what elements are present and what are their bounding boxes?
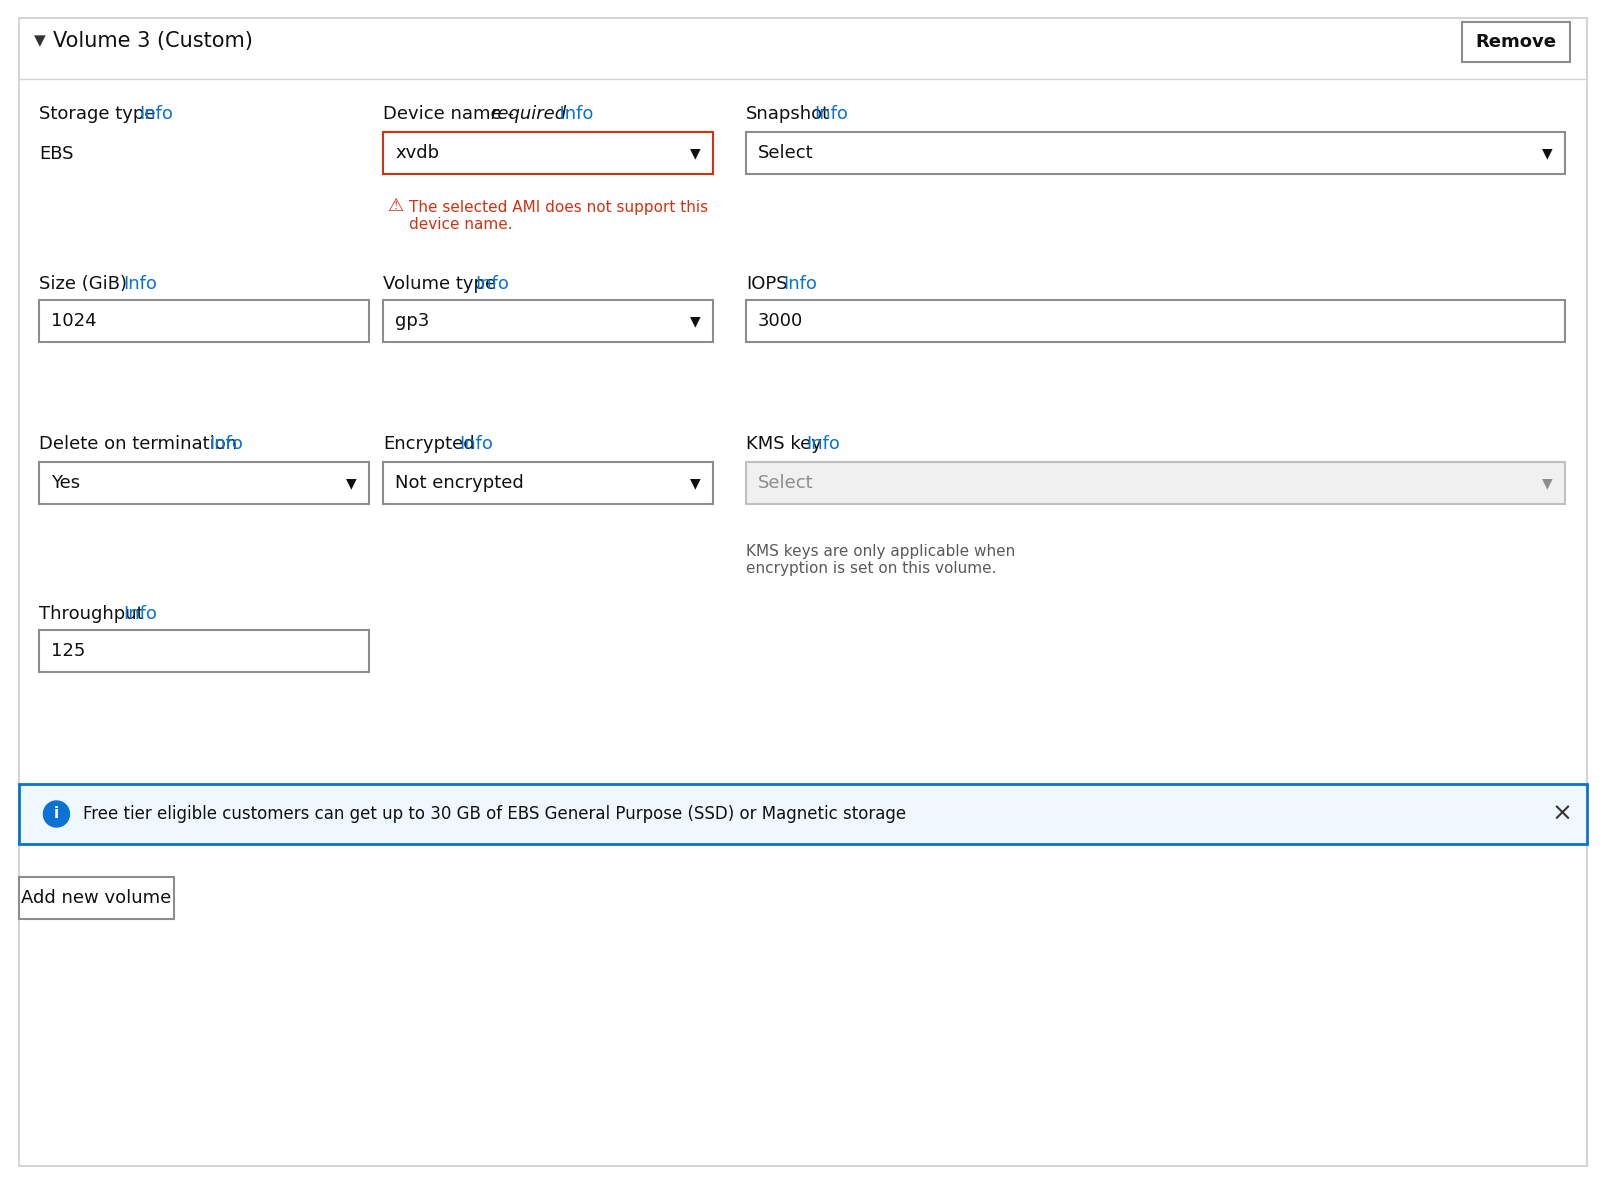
- Bar: [384, 300, 713, 342]
- Bar: [746, 300, 1565, 342]
- Text: Throughput: Throughput: [40, 605, 144, 623]
- Text: Info: Info: [209, 435, 242, 453]
- Text: Encrypted: Encrypted: [384, 435, 475, 453]
- Text: Remove: Remove: [1475, 33, 1557, 51]
- Text: i: i: [55, 806, 59, 822]
- Bar: [19, 784, 1587, 844]
- Text: IOPS: IOPS: [746, 275, 788, 292]
- Text: Info: Info: [124, 275, 157, 292]
- Text: Info: Info: [814, 105, 847, 123]
- Text: ▼: ▼: [34, 33, 45, 49]
- Text: xvdb: xvdb: [395, 144, 440, 162]
- Circle shape: [43, 802, 69, 826]
- Text: 3000: 3000: [758, 313, 802, 330]
- Bar: [384, 462, 713, 504]
- Bar: [384, 131, 713, 174]
- Bar: [19, 877, 175, 919]
- Bar: [40, 462, 369, 504]
- Text: Info: Info: [124, 605, 157, 623]
- Text: ▼: ▼: [345, 476, 356, 490]
- Text: ▼: ▼: [1542, 476, 1552, 490]
- Text: ×: ×: [1552, 802, 1573, 826]
- Text: Snapshot: Snapshot: [746, 105, 830, 123]
- Text: Delete on termination: Delete on termination: [40, 435, 238, 453]
- Text: Storage type: Storage type: [40, 105, 156, 123]
- Text: Device name -: Device name -: [384, 105, 520, 123]
- Bar: [40, 300, 369, 342]
- Text: Select: Select: [758, 144, 814, 162]
- Text: Info: Info: [783, 275, 817, 292]
- Text: Not encrypted: Not encrypted: [395, 474, 523, 493]
- Text: Volume type: Volume type: [384, 275, 496, 292]
- Bar: [746, 462, 1565, 504]
- Text: KMS keys are only applicable when
encryption is set on this volume.: KMS keys are only applicable when encryp…: [746, 543, 1014, 577]
- Text: ▼: ▼: [1542, 146, 1552, 160]
- Text: Size (GiB): Size (GiB): [40, 275, 127, 292]
- Text: 1024: 1024: [51, 313, 96, 330]
- Text: ▼: ▼: [690, 476, 700, 490]
- Text: EBS: EBS: [40, 144, 74, 163]
- Bar: [40, 630, 369, 673]
- Text: Info: Info: [459, 435, 493, 453]
- Text: gp3: gp3: [395, 313, 430, 330]
- Text: ▼: ▼: [690, 146, 700, 160]
- Text: Free tier eligible customers can get up to 30 GB of EBS General Purpose (SSD) or: Free tier eligible customers can get up …: [83, 805, 907, 823]
- Text: required: required: [490, 105, 567, 123]
- Text: Info: Info: [475, 275, 509, 292]
- Text: Info: Info: [806, 435, 841, 453]
- Text: Volume 3 (Custom): Volume 3 (Custom): [53, 31, 254, 51]
- Text: Info: Info: [547, 105, 594, 123]
- Text: 125: 125: [51, 642, 85, 659]
- Text: Yes: Yes: [51, 474, 80, 493]
- Text: Info: Info: [140, 105, 173, 123]
- Text: Add new volume: Add new volume: [21, 889, 172, 907]
- Text: Select: Select: [758, 474, 814, 493]
- Bar: [1462, 22, 1570, 62]
- Text: The selected AMI does not support this
device name.: The selected AMI does not support this d…: [409, 200, 708, 232]
- Text: ⚠: ⚠: [387, 197, 403, 215]
- Bar: [746, 131, 1565, 174]
- Text: ▼: ▼: [690, 314, 700, 328]
- Text: KMS key: KMS key: [746, 435, 822, 453]
